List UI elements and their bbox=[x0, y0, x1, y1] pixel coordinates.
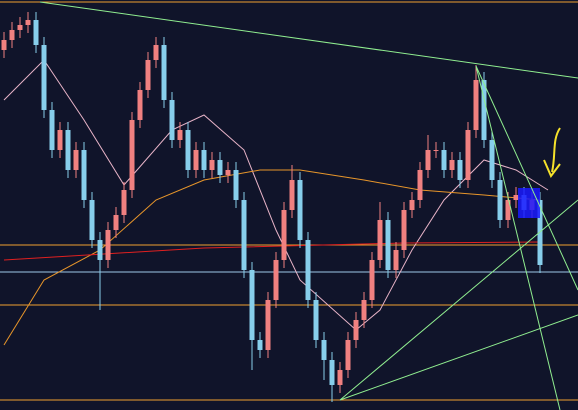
candle-body bbox=[489, 140, 495, 180]
candle-body bbox=[185, 130, 191, 170]
candle-body bbox=[25, 20, 31, 25]
candle-body bbox=[217, 160, 223, 175]
arrow-annotation bbox=[543, 127, 561, 178]
candle-body bbox=[9, 30, 15, 40]
candle-body bbox=[425, 150, 431, 170]
candle-body bbox=[385, 220, 391, 270]
moving-average bbox=[3, 59, 549, 331]
candle-body bbox=[41, 45, 47, 110]
trend-line bbox=[475, 65, 578, 291]
candle-body bbox=[249, 270, 255, 340]
candle-body bbox=[145, 60, 151, 90]
candle-body bbox=[273, 260, 279, 300]
candle-body bbox=[505, 200, 511, 220]
candle-body bbox=[209, 160, 215, 170]
moving-average bbox=[3, 241, 541, 261]
trend-line bbox=[339, 199, 578, 401]
trend-line bbox=[475, 65, 561, 410]
candle-body bbox=[281, 210, 287, 260]
candle-body bbox=[433, 150, 439, 151]
candle-body bbox=[497, 180, 503, 220]
candle-body bbox=[169, 100, 175, 140]
candle-body bbox=[401, 210, 407, 250]
candle-body bbox=[97, 240, 103, 260]
candle-body bbox=[57, 130, 63, 150]
candle-body bbox=[129, 120, 135, 190]
candle-body bbox=[353, 320, 359, 340]
candle-body bbox=[329, 360, 335, 385]
candle-body bbox=[161, 45, 167, 100]
candle-body bbox=[465, 130, 471, 180]
candle-body bbox=[33, 20, 39, 45]
candle-body bbox=[65, 130, 71, 170]
candle-body bbox=[289, 180, 295, 210]
candle-body bbox=[313, 300, 319, 340]
candle-body bbox=[153, 45, 159, 60]
moving-average bbox=[3, 169, 541, 346]
candle-body bbox=[409, 200, 415, 210]
candle-body bbox=[17, 25, 23, 30]
candle-body bbox=[193, 150, 199, 170]
candle-body bbox=[417, 170, 423, 200]
candle-body bbox=[105, 230, 111, 260]
trend-line bbox=[39, 1, 578, 79]
candle-body bbox=[137, 90, 143, 120]
candle-body bbox=[81, 150, 87, 200]
candle-body bbox=[361, 300, 367, 320]
candle-body bbox=[89, 200, 95, 240]
candle-body bbox=[265, 300, 271, 350]
candle-body bbox=[457, 160, 463, 180]
candle-body bbox=[441, 150, 447, 170]
candle-body bbox=[233, 170, 239, 200]
candle-body bbox=[177, 130, 183, 140]
candle-body bbox=[1, 40, 7, 50]
candle-body bbox=[305, 240, 311, 300]
highlight-box bbox=[518, 188, 540, 218]
candle-body bbox=[449, 160, 455, 170]
candle-body bbox=[257, 340, 263, 350]
candle-body bbox=[121, 190, 127, 215]
candle-body bbox=[393, 250, 399, 270]
candle-body bbox=[345, 340, 351, 370]
candle-body bbox=[481, 80, 487, 140]
candle-body bbox=[297, 180, 303, 240]
candle-body bbox=[113, 215, 119, 230]
candle-body bbox=[377, 220, 383, 260]
candle-body bbox=[225, 170, 231, 175]
candle-body bbox=[73, 150, 79, 170]
candle-body bbox=[321, 340, 327, 360]
candle-body bbox=[241, 200, 247, 270]
candle-body bbox=[473, 80, 479, 130]
candle-body bbox=[513, 195, 519, 200]
candle-body bbox=[369, 260, 375, 300]
candle-body bbox=[201, 150, 207, 170]
candle-body bbox=[337, 370, 343, 385]
candle-body bbox=[49, 110, 55, 150]
trend-line bbox=[339, 314, 578, 401]
